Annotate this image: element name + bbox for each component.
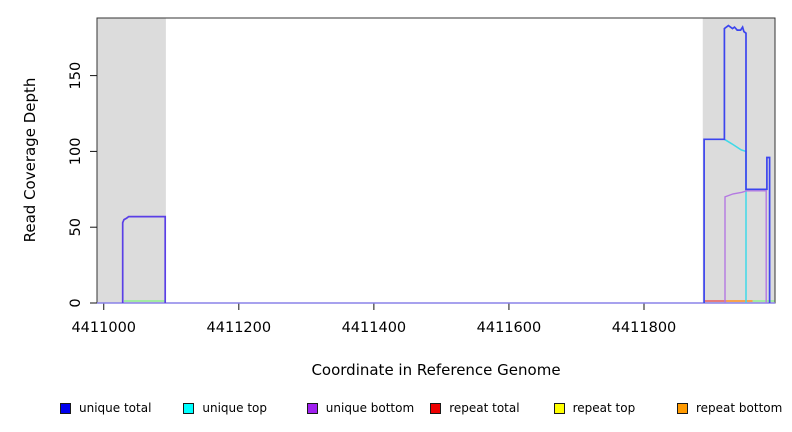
legend-label: repeat bottom [696, 401, 783, 415]
highlight-band-1 [702, 18, 775, 303]
y-tick-label: 50 [68, 218, 84, 236]
x-tick-label: 4411000 [71, 320, 136, 336]
x-tick-label: 4411400 [342, 320, 407, 336]
y-tick-label: 0 [68, 298, 84, 307]
x-tick-label: 4411200 [207, 320, 272, 336]
y-axis-title: Read Coverage Depth [21, 77, 39, 243]
x-tick-label: 4411600 [477, 320, 542, 336]
series-unique-total-right [703, 24, 771, 303]
legend-swatch-icon [677, 402, 688, 414]
legend-item-repeat-bottom: repeat bottom [677, 399, 782, 417]
legend-swatch-icon [430, 402, 442, 414]
legend-item-unique-total: unique total [60, 399, 151, 417]
x-axis-title: Coordinate in Reference Genome [311, 361, 561, 379]
legend-label: unique top [202, 401, 268, 415]
legend-swatch-icon [553, 402, 565, 414]
plot-box [96, 17, 776, 304]
legend-label: repeat total [449, 401, 520, 415]
legend-label: unique bottom [325, 401, 415, 415]
legend-item-unique-bottom: unique bottom [306, 399, 415, 417]
legend-label: unique total [79, 401, 152, 415]
y-tick-label: 100 [68, 138, 84, 166]
x-tick-label: 4411800 [612, 320, 677, 336]
legend-label: repeat top [572, 401, 636, 415]
legend-item-unique-top: unique top [183, 399, 267, 417]
y-tick-label: 150 [68, 62, 84, 90]
legend: unique total unique top unique bottom repea… [0, 399, 792, 419]
legend-swatch-icon [183, 402, 195, 414]
legend-swatch-icon [306, 402, 318, 414]
legend-item-repeat-top: repeat top [553, 399, 636, 417]
series-unique-bottom-right [724, 190, 767, 303]
highlight-band-0 [97, 18, 166, 303]
legend-item-repeat-total: repeat total [430, 399, 520, 417]
series-unique-total-left-peak [121, 215, 167, 303]
legend-swatch-icon [60, 402, 71, 414]
